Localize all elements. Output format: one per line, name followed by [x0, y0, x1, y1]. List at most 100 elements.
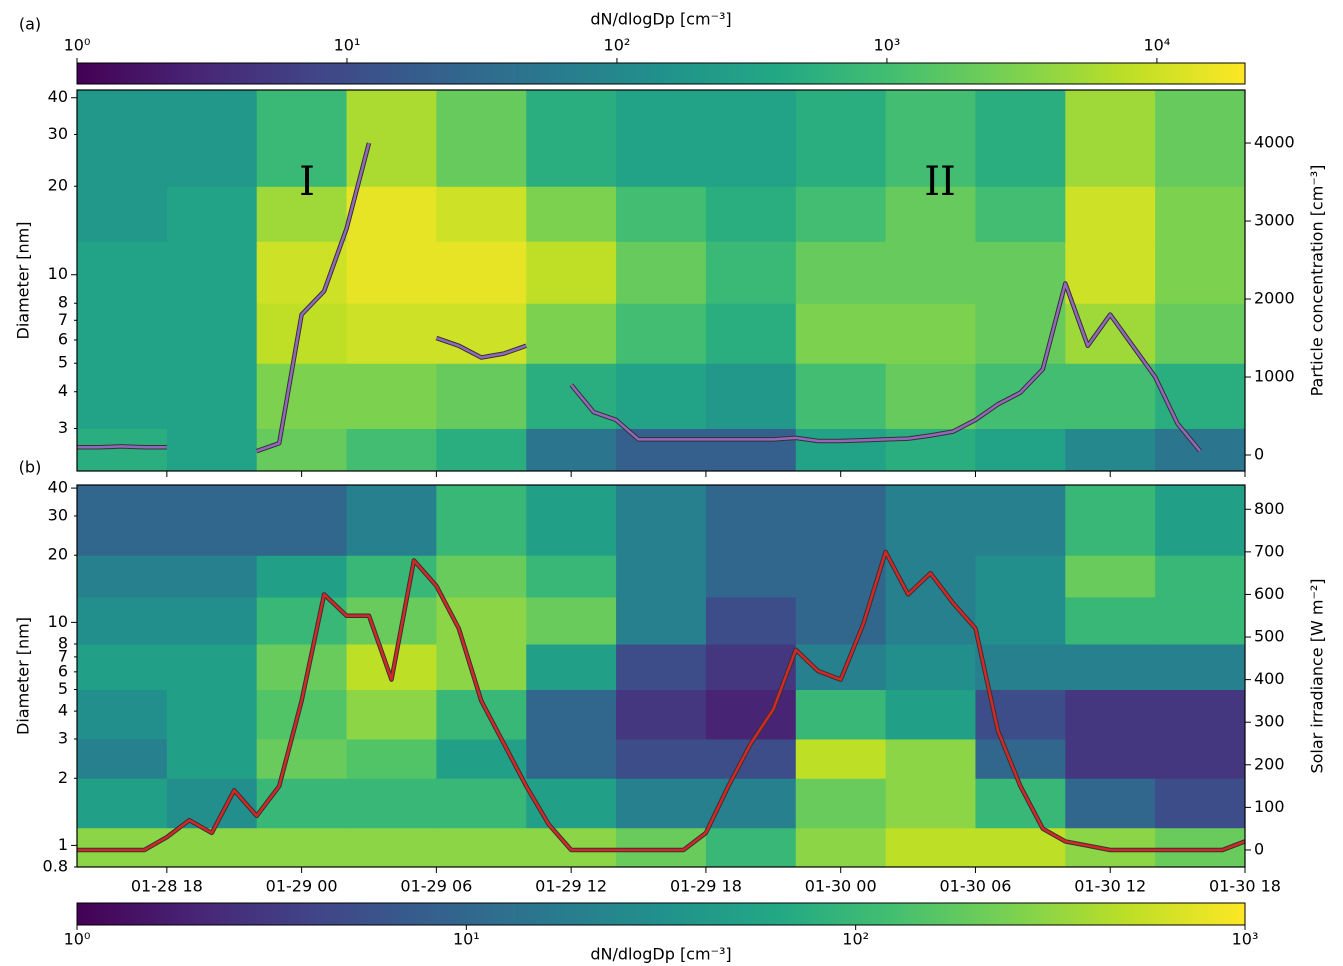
heatmap-cell: [166, 596, 258, 645]
colorbar-tick-label: 10³: [1232, 930, 1259, 949]
y2-tick-label: 400: [1254, 669, 1285, 688]
heatmap-cell: [436, 555, 527, 598]
heatmap-cell: [166, 778, 258, 829]
y2-tick-label: 0: [1254, 839, 1264, 858]
y2-tick-label: 1000: [1254, 367, 1295, 386]
heatmap-cell: [885, 643, 976, 691]
y-tick-label: 5: [58, 353, 68, 372]
heatmap-cell: [975, 186, 1066, 242]
heatmap-cell: [346, 363, 437, 429]
heatmap-cell: [616, 485, 707, 556]
heatmap-cell: [705, 596, 797, 645]
y-tick-label: 3: [58, 418, 68, 437]
heatmap-cell: [526, 241, 617, 304]
heatmap-cell: [975, 643, 1066, 691]
heatmap-cell: [975, 596, 1066, 645]
colorbar: [76, 902, 1246, 926]
heatmap-cell: [885, 827, 976, 868]
heatmap-cell: [1065, 363, 1156, 429]
heatmap-cell: [77, 643, 168, 691]
annotation: I: [299, 159, 315, 205]
heatmap-cell: [885, 186, 976, 242]
y-tick-label: 30: [48, 505, 68, 524]
colorbar-tick-label: 10²: [604, 36, 631, 55]
heatmap-cell: [346, 689, 437, 740]
heatmap-cell: [77, 827, 168, 868]
y-tick-label: 3: [58, 728, 68, 747]
y-tick-label: 2: [58, 768, 68, 787]
heatmap-cell: [1155, 363, 1246, 429]
heatmap-cell: [436, 643, 527, 691]
heatmap-cell: [1065, 827, 1156, 868]
y2-tick-label: 200: [1254, 754, 1285, 773]
heatmap-cell: [975, 555, 1066, 598]
heatmap-cell: [705, 186, 797, 242]
heatmap-cell: [526, 303, 617, 364]
heatmap-cell: [1065, 186, 1156, 242]
heatmap-cell: [526, 689, 617, 740]
heatmap-cell: [436, 303, 527, 364]
heatmap-cell: [616, 363, 707, 429]
heatmap-cell: [77, 555, 168, 598]
heatmap-cell: [616, 186, 707, 242]
y-tick-label: 40: [48, 87, 68, 106]
y-tick-label: 30: [48, 124, 68, 143]
heatmap-cell: [975, 738, 1066, 779]
heatmap-cell: [616, 827, 707, 868]
y-tick-label: 5: [58, 679, 68, 698]
heatmap-cell: [1065, 485, 1156, 556]
panel-label: (a): [19, 15, 41, 34]
y-tick-label: 1: [58, 835, 68, 854]
heatmap-cell: [885, 241, 976, 304]
heatmap-cell: [77, 428, 168, 472]
x-tick-label: 01-30 00: [805, 877, 877, 896]
heatmap-cell: [346, 596, 437, 645]
heatmap-cell: [1065, 778, 1156, 829]
heatmap-cell: [1155, 689, 1246, 740]
heatmap-cell: [346, 241, 437, 304]
heatmap-cell: [77, 241, 168, 304]
y2-tick-label: 500: [1254, 627, 1285, 646]
heatmap-cell: [795, 596, 887, 645]
heatmap-cell: [705, 303, 797, 364]
heatmap-cell: [166, 90, 258, 187]
data-line: [77, 550, 1246, 852]
heatmap-cell: [166, 738, 258, 779]
heatmap-cell: [1155, 596, 1246, 645]
y-tick-label: 7: [58, 646, 68, 665]
heatmap-cell: [885, 485, 976, 556]
heatmap-cell: [616, 689, 707, 740]
x-tick-label: 01-29 12: [535, 877, 607, 896]
heatmap-cell: [795, 689, 887, 740]
x-tick-label: 01-28 18: [131, 877, 203, 896]
x-tick-label: 01-30 12: [1074, 877, 1146, 896]
heatmap-cell: [346, 555, 437, 598]
y2-axis-label: Solar irradiance [W m⁻²]: [1308, 578, 1327, 773]
heatmap-cell: [166, 555, 258, 598]
heatmap-cell: [1065, 689, 1156, 740]
y2-tick-label: 700: [1254, 541, 1285, 560]
heatmap-cell: [795, 778, 887, 829]
heatmap-cell: [436, 778, 527, 829]
heatmap-cell: [166, 186, 258, 242]
x-tick-label: 01-30 18: [1209, 877, 1281, 896]
heatmap-cell: [436, 485, 527, 556]
heatmap-cell: [885, 689, 976, 740]
colorbar-tick-label: 10⁴: [1144, 36, 1171, 55]
heatmap-cell: [795, 241, 887, 304]
heatmap-cell: [166, 363, 258, 429]
heatmap-cell: [795, 363, 887, 429]
plot-frame: [76, 484, 1246, 868]
heatmap-cell: [77, 363, 168, 429]
heatmap-cell: [166, 485, 258, 556]
heatmap-cell: [436, 90, 527, 187]
colorbar-tick-label: 10¹: [453, 930, 480, 949]
heatmap-cell: [885, 303, 976, 364]
heatmap-cell: [436, 241, 527, 304]
heatmap-cell: [526, 596, 617, 645]
heatmap-cell: [77, 485, 168, 556]
heatmap-cell: [1155, 485, 1246, 556]
x-tick-label: 01-29 18: [670, 877, 742, 896]
heatmap-cell: [1155, 555, 1246, 598]
